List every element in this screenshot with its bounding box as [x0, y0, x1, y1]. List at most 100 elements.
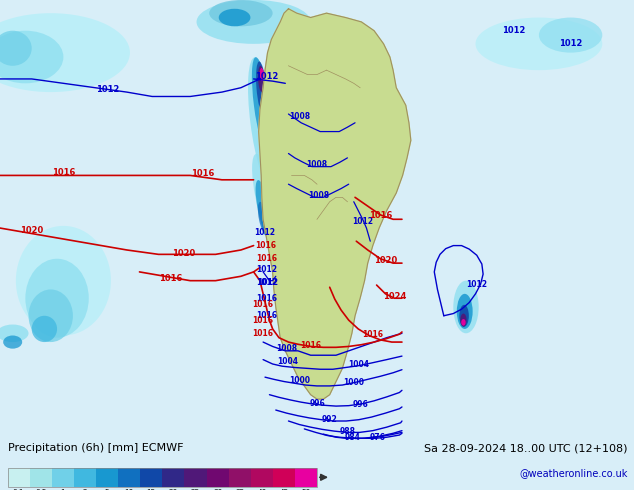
Ellipse shape	[256, 61, 266, 114]
Ellipse shape	[16, 226, 111, 336]
Bar	[74, 468, 96, 487]
Bar	[8, 468, 30, 487]
Text: 15: 15	[146, 489, 156, 490]
Bar	[229, 468, 250, 487]
Text: 0.1: 0.1	[13, 489, 24, 490]
Ellipse shape	[342, 110, 393, 136]
Text: 1016: 1016	[256, 311, 277, 320]
Text: 996: 996	[353, 400, 368, 409]
Ellipse shape	[279, 134, 330, 156]
Ellipse shape	[459, 305, 469, 327]
Text: Precipitation (6h) [mm] ECMWF: Precipitation (6h) [mm] ECMWF	[8, 443, 183, 453]
Ellipse shape	[256, 180, 273, 241]
Ellipse shape	[317, 162, 380, 189]
Text: @weatheronline.co.uk: @weatheronline.co.uk	[519, 468, 628, 478]
Text: 984: 984	[344, 433, 361, 441]
Text: 1008: 1008	[307, 191, 329, 199]
Bar	[140, 468, 162, 487]
Bar	[8, 468, 317, 487]
Text: 20: 20	[169, 489, 178, 490]
Text: 1004: 1004	[276, 357, 298, 367]
Text: 1016: 1016	[252, 300, 274, 309]
Text: 1016: 1016	[369, 211, 392, 220]
Ellipse shape	[259, 68, 264, 81]
Text: 1020: 1020	[20, 226, 43, 235]
Text: Sa 28-09-2024 18..00 UTC (12+108): Sa 28-09-2024 18..00 UTC (12+108)	[424, 443, 628, 453]
Text: 1012: 1012	[96, 85, 119, 95]
Text: 25: 25	[191, 489, 200, 490]
Text: 1016: 1016	[252, 329, 274, 338]
Ellipse shape	[456, 294, 472, 329]
Text: 1016: 1016	[252, 316, 274, 325]
Text: 1004: 1004	[347, 360, 369, 369]
Text: 988: 988	[339, 427, 356, 436]
Bar	[250, 468, 273, 487]
Polygon shape	[259, 9, 411, 399]
Ellipse shape	[197, 0, 311, 44]
Text: 1012: 1012	[257, 278, 278, 287]
Ellipse shape	[32, 316, 57, 342]
Text: 1016: 1016	[52, 168, 75, 177]
Ellipse shape	[0, 324, 29, 342]
Text: 1012: 1012	[352, 217, 373, 226]
Text: 2: 2	[82, 489, 87, 490]
Text: 1008: 1008	[289, 112, 311, 121]
Bar	[273, 468, 295, 487]
Text: 1012: 1012	[255, 72, 278, 81]
Bar	[207, 468, 229, 487]
Text: 1016: 1016	[160, 273, 183, 283]
Bar	[162, 468, 184, 487]
Ellipse shape	[219, 9, 250, 26]
Text: 1012: 1012	[466, 280, 488, 289]
Ellipse shape	[248, 57, 278, 188]
Ellipse shape	[258, 66, 264, 92]
Text: 1008: 1008	[306, 160, 328, 169]
Text: 1016: 1016	[300, 341, 321, 350]
Text: 1000: 1000	[289, 376, 311, 385]
Ellipse shape	[462, 319, 465, 326]
Text: 1012: 1012	[256, 278, 277, 287]
Text: 1024: 1024	[383, 292, 406, 300]
Text: 996: 996	[309, 399, 325, 408]
Bar	[30, 468, 52, 487]
Text: 1012: 1012	[254, 228, 276, 237]
Text: 1008: 1008	[276, 344, 297, 353]
Ellipse shape	[0, 31, 32, 66]
Ellipse shape	[539, 18, 602, 52]
Ellipse shape	[453, 281, 479, 333]
Text: 1000: 1000	[343, 378, 365, 387]
Text: 1016: 1016	[191, 169, 214, 178]
Bar	[52, 468, 74, 487]
Ellipse shape	[209, 0, 273, 26]
Ellipse shape	[25, 259, 89, 338]
Text: 45: 45	[279, 489, 288, 490]
Ellipse shape	[3, 336, 22, 349]
Text: 50: 50	[301, 489, 311, 490]
Text: 1: 1	[60, 489, 65, 490]
Ellipse shape	[285, 101, 349, 127]
Ellipse shape	[460, 314, 467, 327]
Text: 40: 40	[257, 489, 266, 490]
Text: 10: 10	[124, 489, 134, 490]
Text: 992: 992	[322, 415, 337, 424]
Text: 1016: 1016	[256, 294, 277, 303]
Ellipse shape	[292, 138, 368, 169]
Text: 1012: 1012	[502, 26, 525, 35]
Text: 1012: 1012	[256, 265, 278, 274]
Bar	[96, 468, 118, 487]
Ellipse shape	[252, 154, 278, 241]
Text: 1016: 1016	[256, 254, 277, 263]
Ellipse shape	[0, 13, 130, 92]
Ellipse shape	[0, 31, 63, 83]
Text: 1012: 1012	[559, 39, 582, 49]
Bar	[118, 468, 140, 487]
Ellipse shape	[258, 202, 269, 237]
Text: 1020: 1020	[172, 248, 195, 258]
Bar	[295, 468, 317, 487]
Bar	[184, 468, 207, 487]
Text: 976: 976	[369, 433, 385, 442]
Text: 5: 5	[105, 489, 110, 490]
Text: 1020: 1020	[374, 256, 397, 266]
Ellipse shape	[252, 57, 272, 153]
Text: 30: 30	[213, 489, 222, 490]
